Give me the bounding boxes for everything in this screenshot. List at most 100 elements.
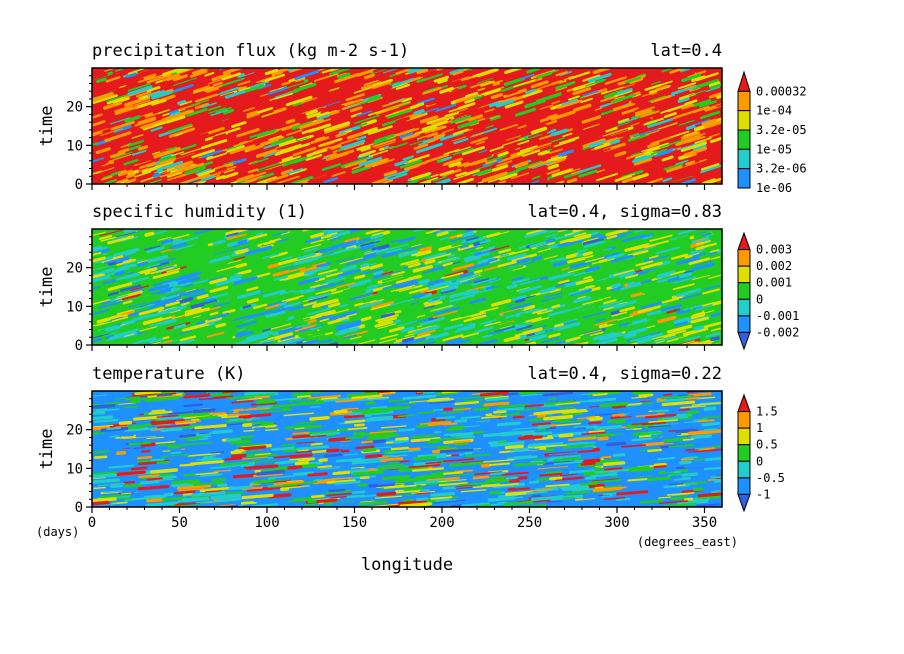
heatmap-streak: [426, 440, 440, 444]
colorbar-arrow-top: [737, 393, 751, 413]
heatmap-streak: [365, 454, 383, 459]
heatmap-streak: [507, 253, 528, 261]
heatmap-streak: [539, 117, 550, 123]
heatmap-streak: [421, 107, 439, 114]
heatmap-streak: [388, 398, 406, 403]
heatmap-streak: [483, 321, 493, 326]
heatmap-streak: [508, 480, 520, 483]
heatmap-streak: [298, 137, 317, 146]
heatmap-streak: [436, 444, 449, 447]
heatmap-streak: [92, 433, 105, 438]
heatmap-streak: [639, 499, 663, 504]
heatmap-streak: [575, 397, 607, 401]
heatmap-streak: [117, 169, 127, 174]
heatmap-streak: [530, 142, 552, 152]
heatmap-streak: [573, 296, 591, 304]
heatmap-streak: [343, 453, 359, 456]
heatmap-streak: [480, 80, 495, 87]
colorbar-label: 0.5: [756, 438, 778, 452]
heatmap-streak: [357, 483, 368, 487]
heatmap-streak: [150, 468, 179, 474]
heatmap-streak: [187, 452, 221, 457]
heatmap-streak: [694, 238, 706, 242]
heatmap-streak: [260, 136, 285, 147]
heatmap-streak: [166, 115, 186, 124]
heatmap-streak: [360, 316, 372, 322]
heatmap-streak: [178, 436, 202, 440]
heatmap-streak: [253, 479, 274, 484]
heatmap-streak: [293, 471, 314, 477]
heatmap-streak: [191, 491, 226, 497]
heatmap-streak: [472, 450, 497, 455]
heatmap-streak: [368, 482, 396, 488]
heatmap-streak: [425, 461, 442, 465]
heatmap-streak: [156, 460, 170, 465]
heatmap-streak: [596, 169, 605, 174]
heatmap-streak: [519, 278, 541, 286]
heatmap-streak: [483, 232, 501, 239]
heatmap-streak: [241, 493, 274, 500]
heatmap-streak: [472, 68, 499, 78]
heatmap-streak: [186, 108, 208, 117]
heatmap-streak: [575, 278, 594, 286]
heatmap-streak: [579, 329, 603, 337]
heatmap-streak: [611, 413, 625, 417]
heatmap-streak: [307, 319, 317, 324]
heatmap-streak: [123, 158, 139, 166]
colorbar-label: 1e-04: [756, 104, 792, 118]
heatmap-streak: [499, 74, 526, 85]
heatmap-streak: [691, 402, 722, 406]
heatmap-streak: [589, 416, 603, 422]
heatmap-streak: [148, 144, 172, 154]
heatmap-streak: [589, 432, 623, 437]
heatmap-streak: [614, 150, 627, 158]
heatmap-streak: [661, 68, 674, 73]
heatmap-streak: [147, 341, 162, 345]
heatmap-streak: [484, 395, 509, 400]
heatmap-streak: [548, 451, 578, 456]
heatmap-streak: [655, 84, 668, 91]
heatmap-streak: [375, 158, 395, 166]
heatmap-streak: [595, 468, 630, 474]
heatmap-streak: [256, 176, 278, 184]
heatmap-streak: [710, 249, 720, 253]
heatmap-streak: [513, 80, 525, 86]
heatmap-streak: [631, 110, 656, 120]
heatmap-streak: [590, 459, 620, 465]
heatmap-streak: [124, 496, 155, 502]
heatmap-streak: [441, 257, 459, 263]
heatmap-streak: [144, 396, 180, 402]
heatmap-streak: [518, 321, 531, 326]
heatmap-streak: [651, 409, 669, 413]
heatmap-streak: [603, 91, 620, 99]
heatmap-streak: [559, 473, 577, 477]
heatmap-streak: [244, 296, 258, 301]
heatmap-streak: [342, 285, 363, 294]
heatmap-streak: [99, 493, 131, 499]
heatmap-streak: [334, 73, 360, 84]
heatmap-streak: [92, 87, 107, 95]
heatmap-streak: [500, 123, 525, 133]
heatmap-streak: [173, 77, 197, 87]
heatmap-streak: [139, 396, 153, 401]
heatmap-streak: [364, 249, 379, 255]
heatmap-streak: [500, 471, 529, 476]
heatmap-streak: [115, 231, 137, 238]
heatmap-streak: [137, 485, 170, 491]
heatmap-streak: [169, 309, 181, 314]
colorbar-swatch: [737, 90, 751, 112]
heatmap-streak: [417, 329, 436, 337]
heatmap-streak: [160, 238, 174, 245]
heatmap-streak: [671, 148, 683, 155]
heatmap-streak: [97, 324, 118, 331]
heatmap-streak: [177, 276, 201, 285]
heatmap-streak: [367, 480, 378, 484]
heatmap-streak: [255, 415, 284, 419]
heatmap-streak: [359, 476, 370, 480]
heatmap-streak: [267, 86, 288, 96]
heatmap-streak: [341, 290, 366, 299]
heatmap-streak: [646, 310, 662, 316]
heatmap-streak: [92, 396, 106, 401]
heatmap-streak: [219, 461, 250, 466]
heatmap-streak: [543, 448, 555, 452]
